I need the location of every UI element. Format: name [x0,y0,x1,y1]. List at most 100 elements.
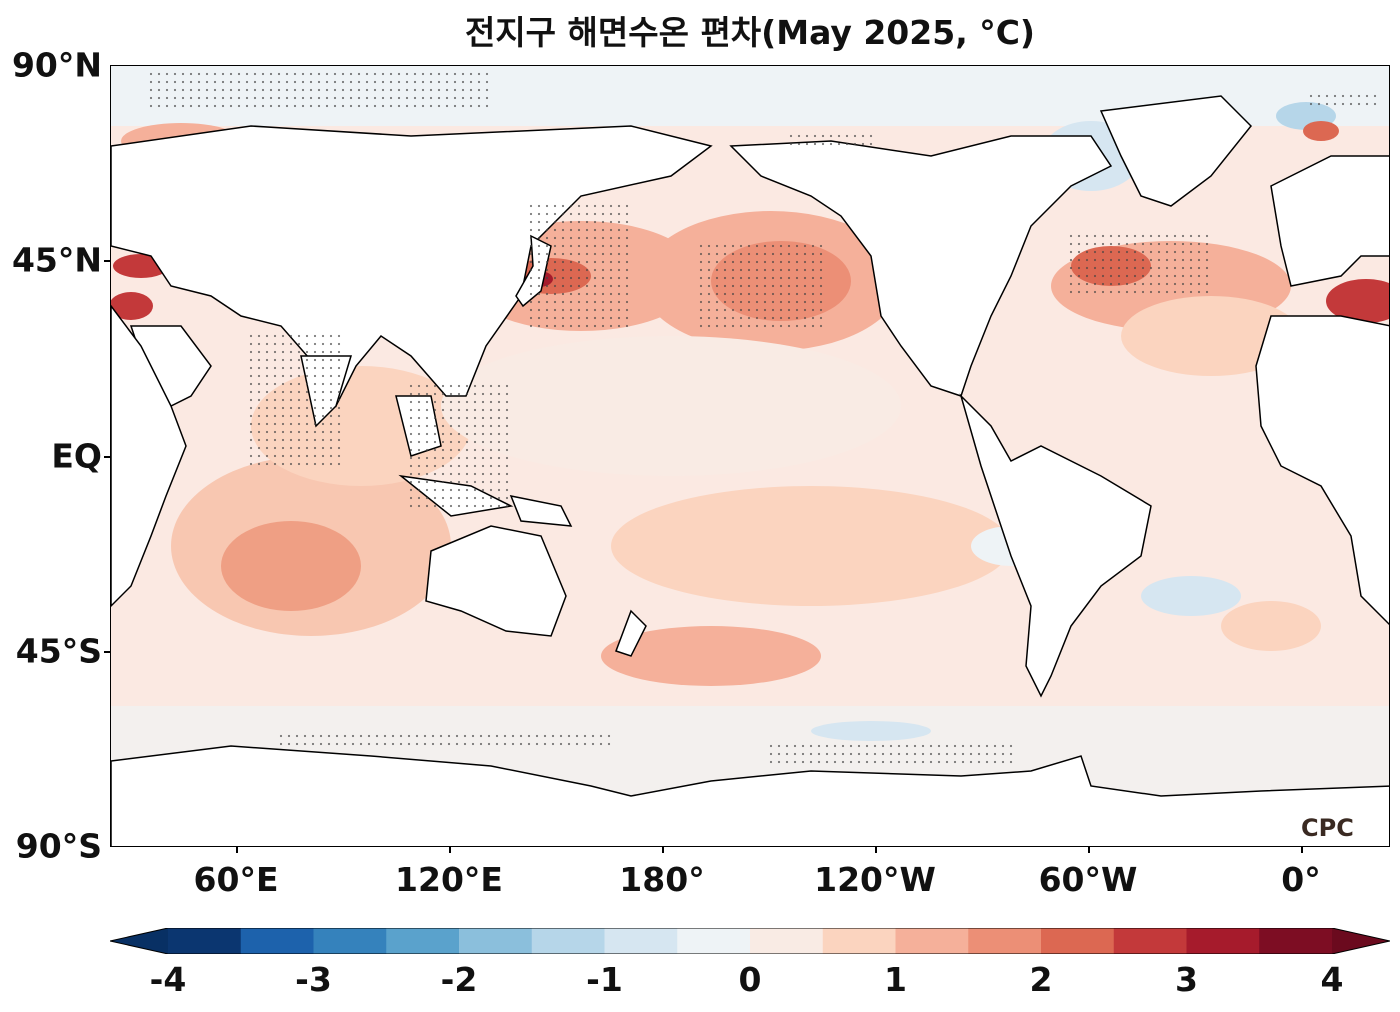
stipple-dot [409,456,413,460]
stipple-dot [1181,290,1185,294]
stipple-dot [297,398,301,402]
stipple-dot [409,416,413,420]
stipple-dot [257,414,261,418]
colorbar-segment [313,928,387,954]
stipple-dot [213,96,217,100]
stipple-dot [1133,234,1137,238]
stipple-dot [537,316,541,320]
stipple-dot [569,236,573,240]
stipple-dot [601,228,605,232]
stipple-dot [485,96,489,100]
stipple-dot [489,432,493,436]
stipple-dot [1365,94,1369,98]
stipple-dot [1125,242,1129,246]
stipple-dot [433,424,437,428]
stipple-dot [699,300,703,304]
stipple-dot [157,88,161,92]
stipple-dot [607,742,611,746]
stipple-dot [417,384,421,388]
stipple-dot [265,462,269,466]
stipple-dot [511,742,515,746]
stipple-dot [249,406,253,410]
stipple-dot [457,488,461,492]
stipple-dot [577,236,581,240]
stipple-dot [253,104,257,108]
stipple-dot [1205,290,1209,294]
stipple-dot [625,284,629,288]
stipple-dot [505,424,509,428]
stipple-dot [585,236,589,240]
stipple-dot [321,398,325,402]
stipple-dot [585,204,589,208]
stipple-dot [453,88,457,92]
stipple-dot [281,366,285,370]
stipple-dot [373,72,377,76]
stipple-dot [553,228,557,232]
stipple-dot [787,276,791,280]
stipple-dot [1117,258,1121,262]
stipple-dot [457,456,461,460]
stipple-dot [609,276,613,280]
stipple-dot [289,454,293,458]
stipple-dot [481,432,485,436]
stipple-dot [537,220,541,224]
stipple-dot [325,104,329,108]
stipple-dot [795,324,799,328]
stipple-dot [485,72,489,76]
stipple-dot [253,72,257,76]
stipple-dot [477,96,481,100]
stipple-dot [1009,744,1013,748]
stipple-dot [445,72,449,76]
stipple-dot [265,374,269,378]
stipple-dot [289,374,293,378]
stipple-dot [1133,274,1137,278]
stipple-dot [465,440,469,444]
stipple-dot [495,734,499,738]
colorbar-segment [459,928,533,954]
stipple-dot [325,72,329,76]
stipple-dot [265,358,269,362]
stipple-dot [699,292,703,296]
stipple-dot [857,752,861,756]
stipple-dot [787,316,791,320]
stipple-dot [173,104,177,108]
stipple-dot [801,760,805,764]
stipple-dot [465,464,469,468]
stipple-dot [321,374,325,378]
stipple-dot [277,104,281,108]
stipple-dot [1001,744,1005,748]
stipple-dot [337,334,341,338]
stipple-dot [869,142,873,146]
stipple-dot [257,342,261,346]
stipple-dot [461,88,465,92]
stipple-dot [297,334,301,338]
stipple-dot [577,228,581,232]
stipple-dot [173,80,177,84]
stipple-dot [269,88,273,92]
stipple-dot [601,236,605,240]
stipple-dot [341,80,345,84]
stipple-dot [819,252,823,256]
stipple-dot [715,268,719,272]
stipple-dot [545,316,549,320]
stipple-dot [1125,234,1129,238]
stipple-dot [763,276,767,280]
stipple-dot [585,284,589,288]
stipple-dot [473,408,477,412]
stipple-dot [249,462,253,466]
stipple-dot [731,324,735,328]
stipple-dot [1077,258,1081,262]
stipple-dot [841,752,845,756]
stipple-dot [731,308,735,312]
stipple-dot [553,308,557,312]
stipple-dot [1189,266,1193,270]
stipple-dot [405,104,409,108]
stipple-dot [609,220,613,224]
stipple-dot [289,406,293,410]
stipple-dot [433,456,437,460]
stipple-dot [1117,282,1121,286]
stipple-dot [317,104,321,108]
stipple-dot [585,228,589,232]
stipple-dot [577,244,581,248]
stipple-dot [561,284,565,288]
